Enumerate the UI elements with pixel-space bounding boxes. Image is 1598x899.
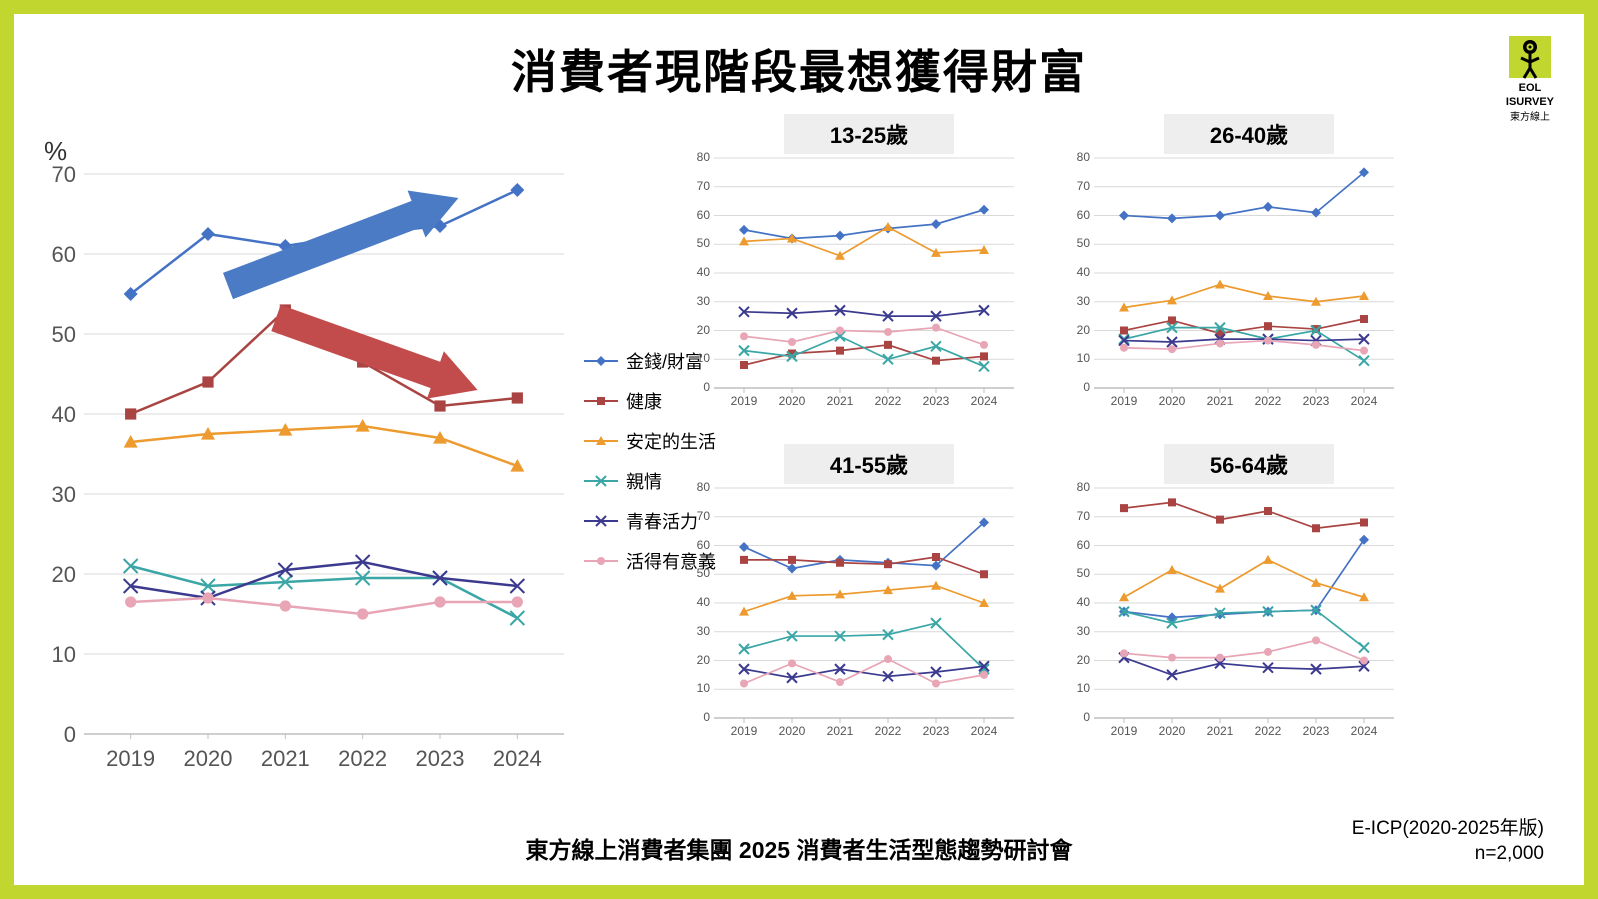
y-tick: 20 <box>1068 653 1090 667</box>
y-tick: 0 <box>1068 380 1090 394</box>
x-tick: 2019 <box>101 746 161 772</box>
small-chart <box>714 488 1014 718</box>
y-tick: 10 <box>1068 681 1090 695</box>
x-tick: 2024 <box>964 394 1004 408</box>
footer-right-2: n=2,000 <box>1475 843 1544 865</box>
y-tick: 70 <box>688 509 710 523</box>
y-tick: 20 <box>688 653 710 667</box>
y-tick: 30 <box>688 624 710 638</box>
y-tick: 30 <box>1068 624 1090 638</box>
y-tick: 30 <box>688 294 710 308</box>
logo-text-1: EOL <box>1506 82 1554 94</box>
y-tick: 40 <box>688 265 710 279</box>
y-tick: 20 <box>688 323 710 337</box>
small-chart-title: 26-40歲 <box>1164 114 1334 154</box>
x-tick: 2024 <box>487 746 547 772</box>
y-tick: 20 <box>1068 323 1090 337</box>
y-tick: 70 <box>46 162 76 188</box>
x-tick: 2024 <box>964 724 1004 738</box>
y-tick: 40 <box>1068 265 1090 279</box>
x-tick: 2023 <box>1296 394 1336 408</box>
legend-item: 安定的生活 <box>584 428 716 454</box>
x-tick: 2022 <box>868 394 908 408</box>
y-tick: 10 <box>46 642 76 668</box>
y-tick: 30 <box>1068 294 1090 308</box>
small-chart-title: 56-64歲 <box>1164 444 1334 484</box>
x-tick: 2020 <box>178 746 238 772</box>
small-chart-title: 41-55歲 <box>784 444 954 484</box>
y-tick: 70 <box>1068 179 1090 193</box>
x-tick: 2021 <box>820 394 860 408</box>
x-tick: 2021 <box>820 724 860 738</box>
small-chart <box>714 158 1014 388</box>
y-tick: 20 <box>46 562 76 588</box>
y-tick: 50 <box>1068 566 1090 580</box>
x-tick: 2021 <box>255 746 315 772</box>
small-chart <box>1094 488 1394 718</box>
x-tick: 2019 <box>1104 724 1144 738</box>
logo-text-3: 東方線上 <box>1506 108 1554 123</box>
y-tick: 0 <box>46 722 76 748</box>
y-tick: 80 <box>1068 150 1090 164</box>
y-tick: 60 <box>46 242 76 268</box>
small-chart <box>1094 158 1394 388</box>
y-tick: 0 <box>688 710 710 724</box>
y-tick: 10 <box>688 351 710 365</box>
x-tick: 2020 <box>1152 394 1192 408</box>
y-tick: 10 <box>1068 351 1090 365</box>
legend-label: 健康 <box>626 388 662 414</box>
footer-right-1: E-ICP(2020-2025年版) <box>1352 813 1544 840</box>
x-tick: 2023 <box>916 724 956 738</box>
x-tick: 2022 <box>333 746 393 772</box>
x-tick: 2023 <box>410 746 470 772</box>
y-tick: 80 <box>688 480 710 494</box>
x-tick: 2020 <box>772 724 812 738</box>
y-tick: 40 <box>688 595 710 609</box>
y-tick: 60 <box>688 538 710 552</box>
x-tick: 2019 <box>724 394 764 408</box>
y-tick: 50 <box>1068 236 1090 250</box>
y-tick: 40 <box>1068 595 1090 609</box>
y-tick: 60 <box>1068 538 1090 552</box>
x-tick: 2021 <box>1200 394 1240 408</box>
x-tick: 2019 <box>1104 394 1144 408</box>
page-title: 消費者現階段最想獲得財富 <box>14 36 1584 102</box>
x-tick: 2024 <box>1344 724 1384 738</box>
logo-text-2: ISURVEY <box>1506 96 1554 108</box>
y-tick: 0 <box>1068 710 1090 724</box>
y-tick: 50 <box>688 566 710 580</box>
y-tick: 60 <box>688 208 710 222</box>
y-tick: 70 <box>688 179 710 193</box>
y-tick: 80 <box>688 150 710 164</box>
y-tick: 60 <box>1068 208 1090 222</box>
y-tick: 10 <box>688 681 710 695</box>
footer-center: 東方線上消費者集團 2025 消費者生活型態趨勢研討會 <box>14 831 1584 865</box>
x-tick: 2019 <box>724 724 764 738</box>
y-tick: 40 <box>46 402 76 428</box>
x-tick: 2021 <box>1200 724 1240 738</box>
small-chart-title: 13-25歲 <box>784 114 954 154</box>
x-tick: 2022 <box>1248 724 1288 738</box>
brand-logo: EOL ISURVEY 東方線上 <box>1506 34 1554 123</box>
y-tick: 0 <box>688 380 710 394</box>
legend-label: 親情 <box>626 468 662 494</box>
y-tick: 50 <box>46 322 76 348</box>
y-tick: 30 <box>46 482 76 508</box>
x-tick: 2020 <box>1152 724 1192 738</box>
x-tick: 2022 <box>868 724 908 738</box>
x-tick: 2022 <box>1248 394 1288 408</box>
y-tick: 50 <box>688 236 710 250</box>
x-tick: 2023 <box>916 394 956 408</box>
x-tick: 2020 <box>772 394 812 408</box>
y-tick: 80 <box>1068 480 1090 494</box>
legend-label: 安定的生活 <box>626 428 716 454</box>
x-tick: 2024 <box>1344 394 1384 408</box>
y-tick: 70 <box>1068 509 1090 523</box>
x-tick: 2023 <box>1296 724 1336 738</box>
